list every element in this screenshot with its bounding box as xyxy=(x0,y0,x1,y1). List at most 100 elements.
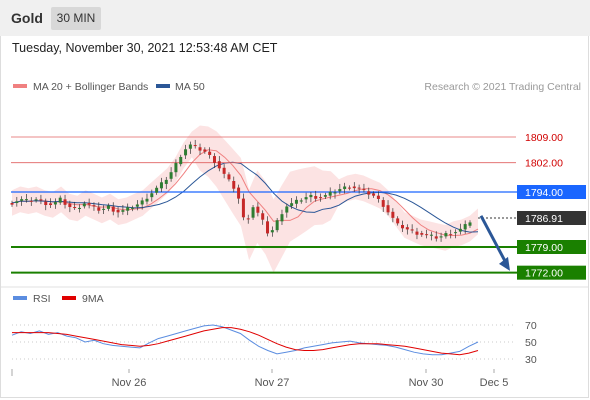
candle-body xyxy=(429,234,433,236)
level-label-1772.00: 1772.00 xyxy=(525,268,563,280)
candle-body xyxy=(410,229,414,231)
candle-body xyxy=(425,234,429,236)
candle-body xyxy=(164,179,168,184)
candle-body xyxy=(343,186,347,190)
candle-body xyxy=(376,195,380,199)
x-tick-label: Nov 27 xyxy=(255,377,290,389)
legend-swatch-ma50 xyxy=(156,84,170,88)
candle-body xyxy=(386,205,390,213)
candle-body xyxy=(217,161,221,169)
level-label-1794.00: 1794.00 xyxy=(525,187,563,199)
candle-body xyxy=(381,200,385,207)
candle-body xyxy=(454,232,458,234)
candle-body xyxy=(179,156,183,165)
candle-body xyxy=(24,199,28,201)
rsi-tick-70: 70 xyxy=(525,320,537,332)
x-tick-label: Nov 26 xyxy=(112,377,147,389)
chart-frame xyxy=(0,36,589,398)
candle-body xyxy=(116,209,120,213)
candle-body xyxy=(357,187,361,189)
candle-body xyxy=(77,207,81,209)
candle-body xyxy=(314,196,318,199)
candle-body xyxy=(463,224,467,230)
candle-body xyxy=(362,189,366,191)
candle-body xyxy=(68,203,72,208)
candle-body xyxy=(34,199,38,201)
candle-body xyxy=(415,231,419,235)
candle-body xyxy=(227,174,231,180)
candle-body xyxy=(275,220,279,231)
x-tick-label: Dec 5 xyxy=(480,377,509,389)
candle-body xyxy=(15,201,19,203)
candle-body xyxy=(193,145,197,147)
candle-body xyxy=(241,198,245,218)
candle-body xyxy=(140,200,144,205)
candle-body xyxy=(420,233,424,235)
level-tag-1772.00 xyxy=(517,265,586,280)
watermark: Research © 2021 Trading Central xyxy=(424,81,581,93)
candle-body xyxy=(53,202,57,205)
candle-body xyxy=(405,227,409,230)
rsi-tick-30: 30 xyxy=(525,354,537,366)
candle-body xyxy=(333,192,337,194)
bollinger-band xyxy=(12,125,478,273)
candle-body xyxy=(256,206,260,213)
candle-body xyxy=(126,207,130,211)
forecast-arrow-head xyxy=(499,256,510,271)
candle-body xyxy=(294,199,298,204)
legend-label-ma50: MA 50 xyxy=(175,81,205,93)
level-tag-1779.00 xyxy=(517,240,586,254)
candle-body xyxy=(367,191,371,195)
level-tag-1794.00 xyxy=(517,185,586,199)
level-label-1809.00: 1809.00 xyxy=(525,132,563,144)
candle-body xyxy=(121,210,125,212)
candle-body xyxy=(372,193,376,196)
candle-body xyxy=(44,201,48,206)
candle-body xyxy=(155,187,159,193)
legend-label-rsi: RSI xyxy=(33,293,51,305)
candle-body xyxy=(468,222,472,226)
candle-body xyxy=(97,207,101,211)
level-tag-1786.91 xyxy=(517,210,586,225)
candle-body xyxy=(159,182,163,189)
legend-swatch-rsi xyxy=(13,296,27,300)
candle-body xyxy=(63,199,67,205)
candle-body xyxy=(449,234,453,236)
candle-body xyxy=(212,156,216,163)
level-label-1779.00: 1779.00 xyxy=(525,242,563,254)
candle-body xyxy=(169,172,173,179)
level-label-1786.91: 1786.91 xyxy=(525,213,563,225)
candle-body xyxy=(135,204,139,207)
candle-body xyxy=(150,193,154,198)
candle-body xyxy=(280,214,284,222)
candle-body xyxy=(323,195,327,197)
candle-body xyxy=(352,186,356,189)
rsi-tick-50: 50 xyxy=(525,337,537,349)
candle-body xyxy=(111,206,115,212)
candle-body xyxy=(434,236,438,239)
candle-body xyxy=(299,200,303,202)
forecast-arrow xyxy=(479,215,509,266)
legend-label-bollinger: MA 20 + Bollinger Bands xyxy=(33,81,148,93)
candle-body xyxy=(458,228,462,232)
candle-body xyxy=(198,147,202,151)
level-label-1802.00: 1802.00 xyxy=(525,158,563,170)
candle-body xyxy=(102,208,106,210)
legend-swatch-bollinger xyxy=(13,84,27,88)
candle-body xyxy=(106,205,110,209)
candle-body xyxy=(304,197,308,200)
candle-body xyxy=(309,194,313,198)
legend-label-9ma: 9MA xyxy=(82,293,104,305)
candle-body xyxy=(184,149,188,156)
candle-body xyxy=(20,199,24,201)
candle-body xyxy=(328,191,332,196)
timeframe-badge[interactable]: 30 MIN xyxy=(51,7,101,30)
legend-swatch-9ma xyxy=(62,296,76,300)
candle-body xyxy=(232,181,236,189)
candle-body xyxy=(270,230,274,233)
ma20-line xyxy=(11,149,479,237)
candle-body xyxy=(290,203,294,206)
candle-body xyxy=(338,189,342,192)
candle-body xyxy=(203,149,207,152)
